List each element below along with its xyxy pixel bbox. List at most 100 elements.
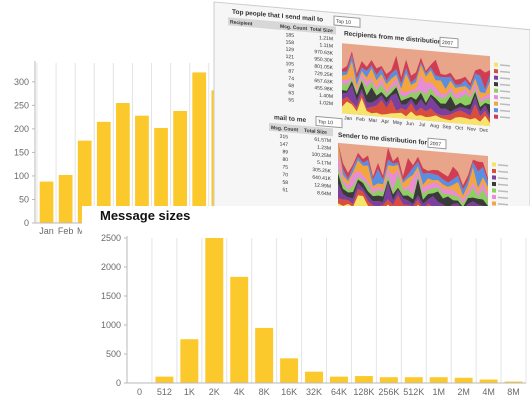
sizes-bar: [354, 376, 373, 383]
bottom-row-count: 70: [282, 172, 288, 178]
recipients-month-label: Dec: [479, 127, 488, 134]
top-row-size: 1.11M: [319, 42, 333, 49]
bottom-row-count: 75: [282, 164, 288, 170]
top-senders-title: mail to me: [274, 114, 306, 124]
recipients-stream-layer: [342, 51, 490, 89]
monthly-y-tick-label: 50: [19, 194, 29, 204]
monthly-x-tick-label: Jan: [39, 226, 54, 236]
recipients-legend-swatch: [494, 75, 498, 80]
top-row-size: 1.21M: [319, 35, 333, 42]
sizes-bar: [255, 327, 274, 383]
bottom-row-size: 640.41K: [312, 175, 331, 183]
recipients-legend-swatch: [494, 81, 498, 87]
bottom-col-size: Total Size: [304, 128, 327, 136]
sizes-x-tick-label: 1K: [184, 387, 195, 397]
recipients-distribution-chart: Recipients from me distribution for 2007…: [342, 30, 510, 134]
monthly-bar: [39, 181, 54, 223]
sizes-bar: [329, 376, 348, 383]
top-row-size: 950.30K: [314, 56, 333, 64]
message-sizes-chart: Message sizes 0 500 1000 1500 2000 2500 0 512 1K…: [82, 206, 530, 401]
recipients-legend-entry: [500, 64, 510, 67]
sizes-bar: [180, 339, 199, 383]
top-row-size: 729.25K: [314, 71, 333, 79]
top-recipients-table: Top people that I send mail to Top 10 Re…: [228, 9, 361, 107]
monthly-y-tick-label: 150: [14, 147, 29, 157]
recipients-legend-entry: [500, 109, 510, 113]
top-row-size: 455.98K: [314, 85, 333, 93]
recipients-stream-layer: [342, 61, 490, 99]
top-row-size: 657.63K: [314, 78, 333, 86]
sizes-bar: [155, 376, 174, 383]
monthly-bar: [192, 72, 207, 223]
recipients-legend-swatch: [494, 88, 498, 93]
top-row-count: 63: [288, 90, 294, 96]
top-senders-table: mail to me Top 10 Msg. Count Total Size …: [269, 114, 343, 197]
recipients-month-label: Mar: [369, 118, 378, 125]
recipients-stream-layer: [342, 73, 490, 102]
recipients-stream-graph: Jan Feb Mar Apr May Jun Jul Aug Sep Oct Nov Dec: [342, 43, 510, 134]
recipients-year-select[interactable]: [439, 36, 459, 49]
top-senders-select[interactable]: [315, 115, 343, 129]
top-senders-header-bg: [269, 122, 333, 137]
top-row-size: 1.40M: [319, 93, 333, 100]
recipients-year-select-value: 2007: [442, 40, 453, 47]
recipients-month-label: Jun: [406, 121, 414, 128]
monthly-bar: [58, 175, 73, 223]
sizes-bar: [479, 379, 498, 383]
sender-legend-swatch: [492, 175, 496, 180]
top-row-count: 105: [286, 61, 295, 68]
screenshot-panel: Top people that I send mail to Top 10 Re…: [213, 1, 530, 241]
recipients-stream-layer: [342, 97, 490, 127]
monthly-y-tick-label: 300: [14, 77, 29, 87]
sender-year-select-value: 2007: [430, 141, 441, 148]
sizes-x-tick-label: 64K: [331, 387, 347, 397]
recipients-legend-entry: [500, 116, 510, 119]
recipients-legend-swatch: [494, 68, 498, 74]
sender-legend-entry: [498, 183, 508, 186]
top-senders-select-value: Top 10: [318, 119, 333, 126]
monthly-bar: [77, 140, 92, 223]
bottom-row-count: 58: [282, 180, 288, 186]
top-row-count: 158: [286, 39, 295, 46]
sender-legend-entry: [498, 190, 508, 193]
top-row-count: 185: [286, 32, 295, 39]
recipients-month-label: Aug: [430, 123, 439, 130]
recipients-month-label: Nov: [467, 126, 476, 133]
recipients-legend-entry: [500, 83, 510, 87]
sizes-bar: [305, 371, 324, 383]
bottom-row-size: 8.64M: [317, 190, 331, 197]
sender-year-select[interactable]: [427, 137, 447, 150]
recipients-legend-swatch: [494, 94, 498, 100]
recipients-stream-layer: [342, 93, 490, 123]
sizes-x-tick-label: 1M: [432, 387, 445, 397]
bottom-row-count: 51: [282, 187, 288, 193]
sizes-bar: [454, 377, 473, 383]
bottom-row-count: 80: [282, 157, 288, 163]
bottom-row-count: 147: [280, 141, 289, 148]
sizes-y-tick-label: 1500: [101, 291, 121, 301]
top-recipients-select[interactable]: [333, 15, 361, 28]
bottom-row-size: 100.25M: [312, 152, 331, 160]
monthly-bar: [135, 115, 149, 223]
recipients-month-label: May: [393, 120, 403, 127]
top-row-count: 74: [288, 76, 294, 82]
recipients-month-label: Feb: [356, 116, 365, 123]
sizes-x-tick-label: 0: [137, 387, 142, 397]
sizes-bar: [230, 276, 249, 383]
sender-legend-entry: [498, 177, 508, 180]
recipients-legend-entry: [500, 70, 510, 74]
recipients-legend-swatch: [494, 114, 498, 119]
recipients-legend-entry: [500, 96, 510, 100]
top-col-size: Total Size: [310, 26, 333, 34]
sizes-x-tick-label: 32K: [306, 387, 322, 397]
top-row-count: 68: [288, 83, 294, 89]
message-sizes-chart-background: [82, 206, 530, 401]
sender-legend-swatch: [492, 162, 496, 167]
recipients-stream-layer: [342, 85, 490, 120]
top-row-size: 1.02M: [319, 100, 333, 107]
top-row-count: 87: [288, 69, 294, 75]
top-recipients-select-value: Top 10: [336, 19, 351, 26]
sizes-x-tick-label: 8M: [507, 387, 520, 397]
